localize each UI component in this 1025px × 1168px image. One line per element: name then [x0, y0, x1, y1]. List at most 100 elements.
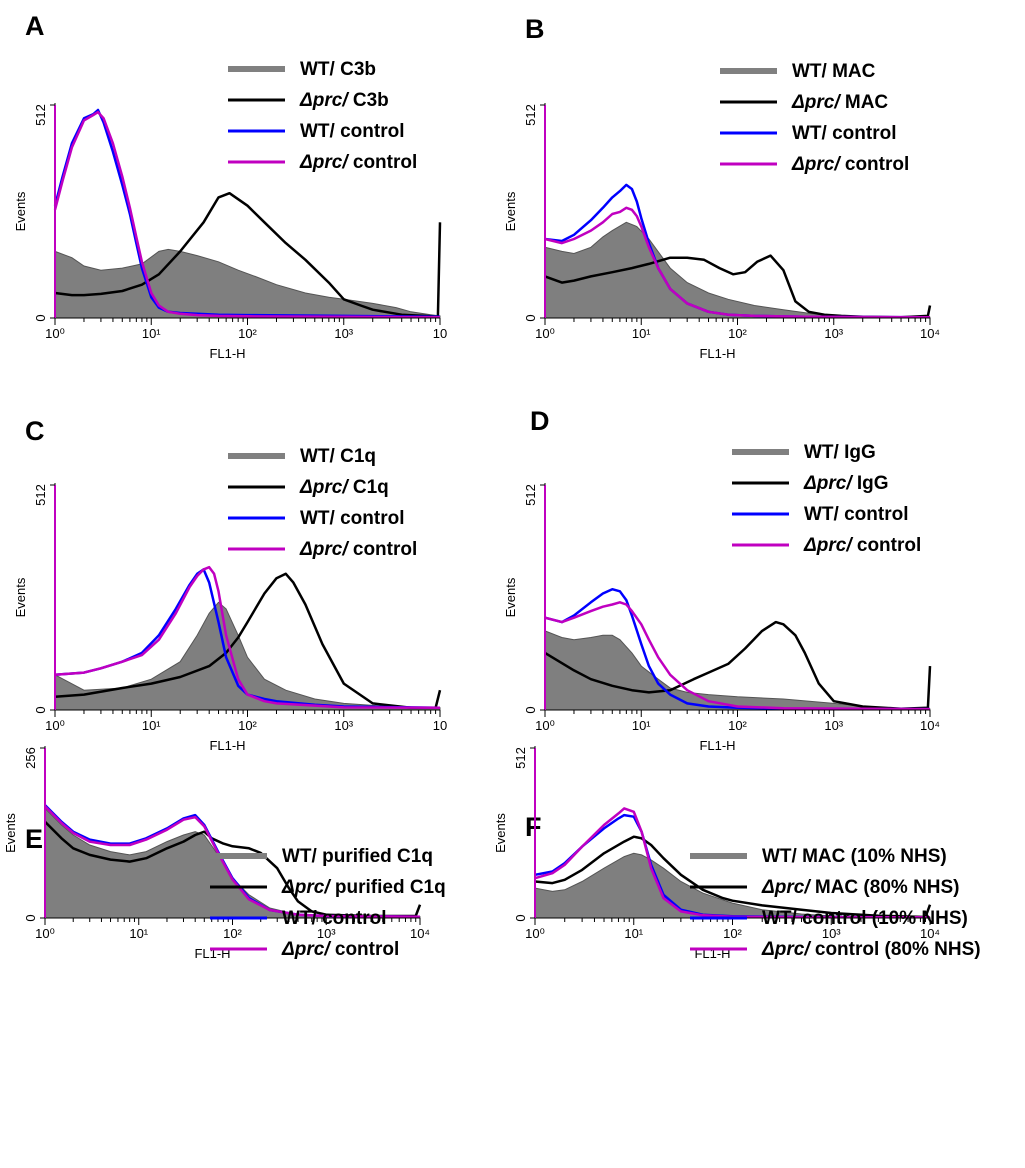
legend-entry-prc-treated: Δprc/ C1q [299, 477, 389, 498]
series-prc-treated-line [54, 191, 442, 319]
x-tick-label: 10¹ [632, 326, 651, 341]
x-tick-label: 10² [223, 926, 242, 941]
x-tick-label: 10⁴ [920, 326, 940, 341]
legend: WT/ IgG Δprc/ IgG WT/ control Δprc/ control [732, 442, 921, 556]
panel-label: E [25, 824, 43, 854]
x-tick-label: 10⁰ [45, 326, 65, 341]
legend-entry-wt-control: WT/ control [792, 123, 897, 144]
x-axis-label: FL1-H [699, 738, 735, 753]
y-tick-label: 256 [23, 747, 38, 769]
x-tick-label: 10¹ [129, 926, 148, 941]
panel-b: B 10⁰ 10¹ 10² 10³ 10⁴ 0 512 FL1-H Events WT/ MAC Δp… [503, 14, 940, 361]
x-tick-label: 10² [723, 926, 742, 941]
x-tick-label: 10⁰ [535, 326, 555, 341]
y-tick-label: 0 [23, 914, 38, 921]
x-tick-label: 10³ [317, 926, 336, 941]
x-tick-label: 10⁴ [410, 926, 430, 941]
x-tick-label: 10 [433, 718, 447, 733]
x-tick-label: 10⁴ [920, 718, 940, 733]
legend-entry-prc-control: Δprc/ control (80% NHS) [761, 939, 981, 960]
legend: WT/ C3b Δprc/ C3b WT/ control Δprc/ control [228, 59, 417, 173]
y-axis-label: Events [493, 813, 508, 853]
y-tick-label: 512 [523, 484, 538, 506]
x-tick-label: 10² [238, 718, 257, 733]
legend-entry-wt-treated: WT/ MAC (10% NHS) [762, 846, 947, 867]
y-tick-label: 0 [523, 706, 538, 713]
legend-entry-prc-treated: Δprc/ MAC (80% NHS) [761, 877, 960, 898]
legend-entry-wt-treated: WT/ IgG [804, 442, 876, 463]
panel-label: C [25, 416, 45, 446]
panel-d: D 10⁰ 10¹ 10² 10³ 10⁴ 0 512 FL1-H Events WT/ IgG Δp… [503, 406, 940, 753]
series-prc-control-line [53, 110, 441, 319]
panel-c: C 10⁰ 10¹ 10² 10³ 10 0 512 FL1-H Events WT/ C1q Δpr… [13, 416, 447, 753]
legend-entry-prc-control: Δprc/ control [299, 152, 417, 173]
legend-entry-wt-treated: WT/ C1q [300, 446, 376, 467]
legend-entry-wt-control: WT/ control [804, 504, 909, 525]
series-wt-treated-area [544, 630, 931, 711]
y-tick-label: 512 [33, 484, 48, 506]
series-prc-control-line [54, 565, 441, 710]
x-tick-label: 10¹ [632, 718, 651, 733]
series-prc-treated-line [534, 835, 932, 919]
y-tick-label: 512 [513, 747, 528, 769]
x-tick-label: 10⁰ [525, 926, 545, 941]
x-tick-label: 10³ [334, 326, 353, 341]
legend-entry-prc-treated: Δprc/ purified C1q [281, 877, 446, 898]
y-axis-label: Events [13, 191, 28, 231]
series-prc-treated-line [544, 620, 932, 710]
x-tick-label: 10² [238, 326, 257, 341]
series-prc-control-line [534, 807, 930, 919]
x-axis-label: FL1-H [209, 346, 245, 361]
legend-entry-wt-treated: WT/ C3b [300, 59, 376, 80]
series-prc-treated-line [44, 820, 422, 918]
legend-entry-prc-control: Δprc/ control [803, 535, 921, 556]
legend-entry-prc-control: Δprc/ control [791, 154, 909, 175]
x-tick-label: 10⁰ [535, 718, 555, 733]
y-tick-label: 0 [523, 314, 538, 321]
legend-entry-wt-control: WT/ control [300, 508, 405, 529]
legend-entry-prc-control: Δprc/ control [281, 939, 399, 960]
y-axis-label: Events [503, 191, 518, 231]
x-axis-label: FL1-H [209, 738, 245, 753]
legend-entry-wt-treated: WT/ purified C1q [282, 846, 433, 867]
x-tick-label: 10 [433, 326, 447, 341]
x-tick-label: 10³ [334, 718, 353, 733]
legend-entry-prc-treated: Δprc/ MAC [791, 92, 888, 113]
panel-label: B [525, 14, 545, 44]
legend-entry-prc-treated: Δprc/ IgG [803, 473, 889, 494]
series-prc-control-line [544, 206, 931, 319]
series-prc-treated-line [54, 572, 442, 710]
legend: WT/ purified C1q Δprc/ purified C1q WT/ co… [210, 846, 446, 960]
y-axis-label: Events [503, 577, 518, 617]
x-tick-label: 10³ [824, 718, 843, 733]
legend-entry-wt-control: WT/ control [282, 908, 387, 929]
legend-entry-wt-control: WT/ control (10% NHS) [762, 908, 968, 929]
series-wt-treated-area [54, 248, 441, 319]
x-tick-label: 10¹ [142, 326, 161, 341]
panel-label: F [525, 812, 542, 842]
legend: WT/ MAC Δprc/ MAC WT/ control Δprc/ control [720, 61, 909, 175]
x-axis-label: FL1-H [699, 346, 735, 361]
x-tick-label: 10¹ [142, 718, 161, 733]
x-tick-label: 10² [728, 718, 747, 733]
legend: WT/ MAC (10% NHS) Δprc/ MAC (80% NHS) WT/ … [690, 846, 981, 960]
legend: WT/ C1q Δprc/ C1q WT/ control Δprc/ control [228, 446, 417, 560]
x-tick-label: 10⁰ [45, 718, 65, 733]
x-tick-label: 10³ [822, 926, 841, 941]
panel-label: D [530, 406, 550, 436]
series-prc-control-line [44, 805, 421, 918]
x-tick-label: 10² [728, 326, 747, 341]
legend-entry-wt-control: WT/ control [300, 121, 405, 142]
legend-entry-prc-control: Δprc/ control [299, 539, 417, 560]
x-tick-label: 10³ [824, 326, 843, 341]
y-axis-label: Events [3, 813, 18, 853]
y-tick-label: 0 [513, 914, 528, 921]
panel-a: A 10⁰ 10¹ 10² 10³ 10 0 512 FL1-H Events WT/ C3b Δpr… [13, 11, 447, 361]
series-wt-control-line [544, 587, 931, 711]
y-axis-label: Events [13, 577, 28, 617]
x-tick-label: 10⁰ [35, 926, 55, 941]
y-tick-label: 0 [33, 314, 48, 321]
